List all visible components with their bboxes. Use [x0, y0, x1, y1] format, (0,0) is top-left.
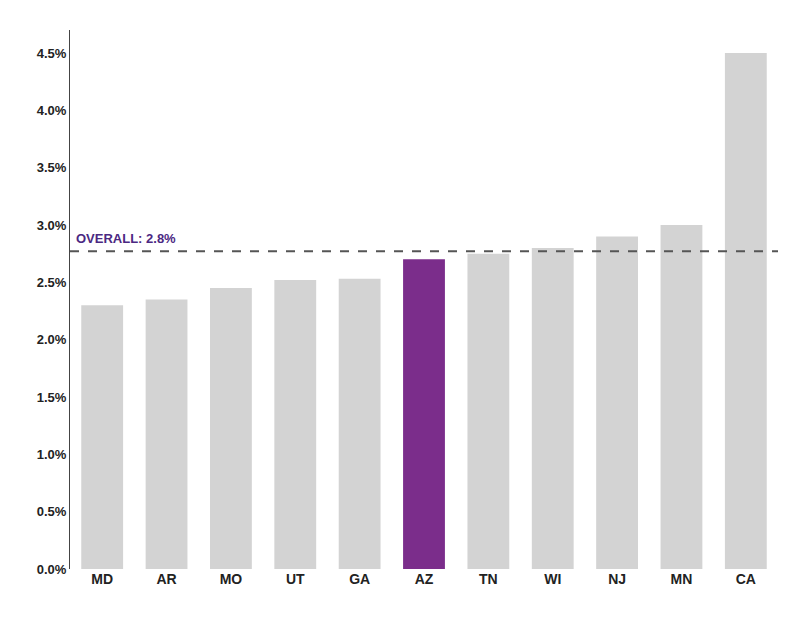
svg-text:1.0%: 1.0%	[37, 447, 67, 462]
svg-text:CA: CA	[736, 571, 756, 587]
svg-text:4.0%: 4.0%	[37, 103, 67, 118]
svg-text:GA: GA	[349, 571, 370, 587]
svg-text:OVERALL: 2.8%: OVERALL: 2.8%	[76, 231, 176, 246]
svg-text:TN: TN	[479, 571, 498, 587]
svg-text:3.0%: 3.0%	[37, 218, 67, 233]
svg-text:2.5%: 2.5%	[37, 275, 67, 290]
svg-text:0.0%: 0.0%	[37, 562, 67, 577]
svg-text:AR: AR	[156, 571, 176, 587]
svg-text:MN: MN	[671, 571, 693, 587]
svg-text:4.5%: 4.5%	[37, 45, 67, 60]
svg-text:MD: MD	[91, 571, 113, 587]
svg-text:UT: UT	[286, 571, 305, 587]
svg-text:WI: WI	[544, 571, 561, 587]
svg-text:1.5%: 1.5%	[37, 390, 67, 405]
svg-text:2.0%: 2.0%	[37, 332, 67, 347]
svg-text:0.5%: 0.5%	[37, 504, 67, 519]
svg-text:3.5%: 3.5%	[37, 160, 67, 175]
svg-text:NJ: NJ	[608, 571, 626, 587]
svg-text:MO: MO	[220, 571, 243, 587]
svg-text:AZ: AZ	[415, 571, 434, 587]
